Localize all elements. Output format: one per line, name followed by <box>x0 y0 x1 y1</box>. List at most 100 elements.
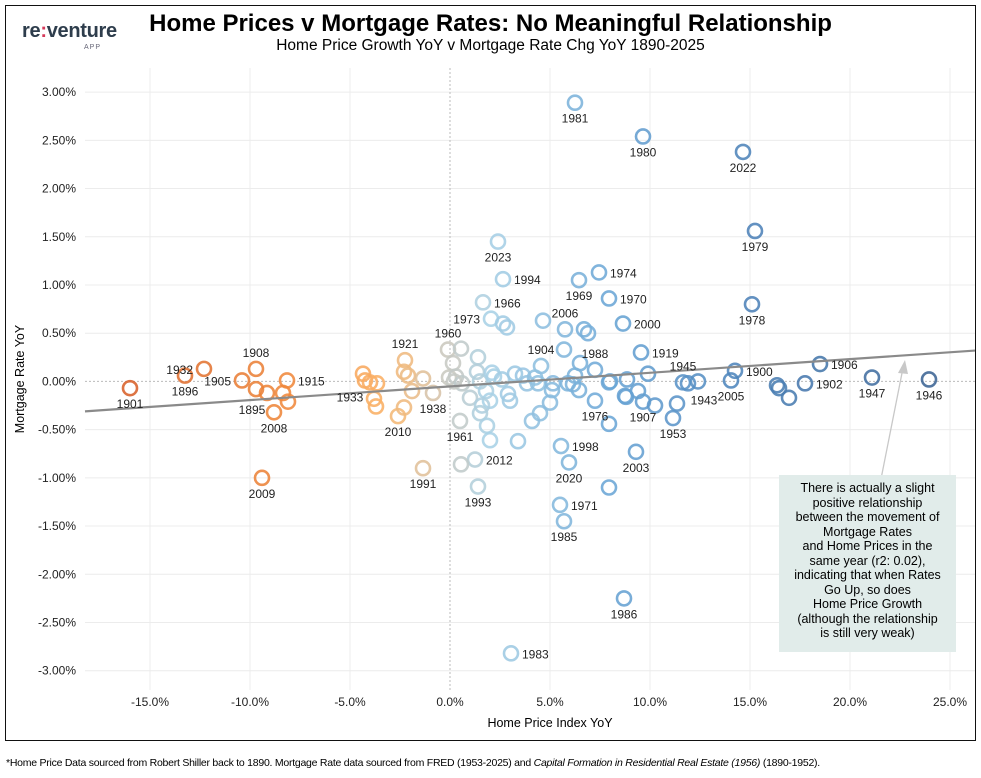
point-label: 1978 <box>739 313 766 327</box>
data-point <box>468 363 486 381</box>
point-label: 2008 <box>261 421 288 435</box>
data-point <box>395 363 413 381</box>
point-label: 1901 <box>117 397 144 411</box>
y-tick-label: -3.00% <box>38 664 76 678</box>
point-label: 1947 <box>859 387 886 401</box>
data-point <box>274 384 292 402</box>
point-label: 1946 <box>916 388 943 402</box>
trendline-group <box>84 349 976 413</box>
data-point <box>575 321 593 338</box>
data-point <box>555 512 573 530</box>
data-point <box>501 392 519 409</box>
data-point <box>634 128 652 145</box>
data-point <box>579 324 597 342</box>
data-point <box>556 321 574 338</box>
point-label: 1902 <box>816 377 843 391</box>
data-point <box>509 432 527 450</box>
data-point <box>176 367 194 384</box>
data-point <box>627 443 645 461</box>
data-point <box>590 264 608 281</box>
data-point <box>414 370 432 387</box>
data-point <box>445 373 463 390</box>
point-label: 1983 <box>522 647 549 661</box>
point-label: 1976 <box>582 410 609 424</box>
chart-frame <box>5 5 976 741</box>
data-point <box>493 371 511 388</box>
footnote-text-end: (1890-1952). <box>760 757 820 769</box>
data-point <box>247 380 265 398</box>
data-point <box>253 469 271 487</box>
data-point <box>481 431 499 449</box>
y-tick-label: -1.50% <box>38 519 76 533</box>
data-point <box>614 315 632 332</box>
data-point <box>367 398 385 415</box>
data-point <box>689 373 707 390</box>
data-point <box>471 404 489 422</box>
annotation-line: between the movement of <box>795 510 940 524</box>
data-point <box>265 403 283 421</box>
data-point <box>600 290 618 307</box>
data-point <box>726 362 744 380</box>
y-tick-label: -2.00% <box>38 567 76 581</box>
data-point <box>796 375 814 392</box>
point-label: 2022 <box>730 161 757 175</box>
point-label: 2023 <box>485 251 512 265</box>
trendline <box>84 349 976 413</box>
footnote-book-title: Capital Formation in Residential Real Es… <box>533 757 761 769</box>
data-point <box>452 340 470 357</box>
data-point <box>474 294 492 311</box>
point-label: 1938 <box>420 402 447 416</box>
y-tick-label: -1.00% <box>38 471 76 485</box>
data-point <box>195 360 213 378</box>
logo-part: venture <box>46 20 117 42</box>
data-point <box>469 478 487 495</box>
data-point <box>399 367 417 384</box>
point-label: 1974 <box>610 266 637 280</box>
data-point <box>453 375 471 392</box>
y-tick-label: 0.00% <box>42 374 76 388</box>
data-point <box>451 412 469 430</box>
arrowhead-icon <box>898 360 908 374</box>
point-label: 1988 <box>582 347 609 361</box>
annotation-line: is still very weak) <box>820 626 915 640</box>
source-footnote: *Home Price Data sourced from Robert Shi… <box>6 757 820 769</box>
data-point <box>121 379 139 397</box>
data-point <box>600 415 618 433</box>
x-tick-label: -15.0% <box>131 695 169 709</box>
data-point <box>632 344 650 361</box>
data-point <box>494 315 512 332</box>
data-point <box>679 375 697 392</box>
data-point <box>523 412 541 430</box>
annotation-arrow-group <box>879 360 908 485</box>
data-point <box>498 319 516 336</box>
x-tick-label: 25.0% <box>933 695 967 709</box>
data-point <box>734 143 752 161</box>
point-label: 1970 <box>620 292 647 306</box>
data-point <box>494 270 512 288</box>
y-tick-label: 2.00% <box>42 182 76 196</box>
annotation-line: positive relationship <box>812 495 923 510</box>
data-point <box>780 389 798 407</box>
data-point <box>531 404 549 422</box>
point-label: 1971 <box>571 499 598 513</box>
data-point <box>552 437 570 455</box>
data-points <box>121 94 938 662</box>
data-point <box>770 379 788 397</box>
point-label: 1966 <box>494 296 521 310</box>
point-label: 2012 <box>486 454 513 468</box>
point-label: 1943 <box>691 393 718 407</box>
point-label: 1900 <box>746 365 773 379</box>
chart-title-text: Home Prices v Mortgage Rates: No Meaning… <box>149 10 832 37</box>
data-point <box>543 381 561 399</box>
point-label: 1961 <box>447 430 474 444</box>
data-point <box>233 372 251 389</box>
data-point <box>618 371 636 388</box>
data-point <box>469 349 487 366</box>
point-label: 1979 <box>742 240 769 254</box>
annotation-line: There is actually a slight <box>800 481 935 495</box>
chart-subtitle: Home Price Growth YoY v Mortgage Rate Ch… <box>0 37 981 55</box>
data-point <box>502 645 520 662</box>
point-label: 1933 <box>337 390 364 404</box>
point-label: 1980 <box>630 145 657 159</box>
